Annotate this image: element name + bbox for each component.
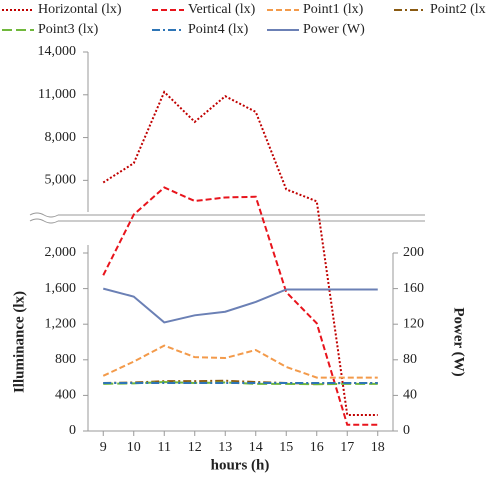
x-tick-label: 11 <box>158 440 171 455</box>
x-tick-label: 14 <box>249 440 263 455</box>
series-line <box>103 381 378 386</box>
y-tick-label: 1,600 <box>45 281 77 296</box>
x-tick-label: 17 <box>340 440 354 455</box>
series-line <box>102 186 378 426</box>
y-tick-label: 2,000 <box>45 245 77 260</box>
legend-label: Point2 (lx <box>430 2 486 17</box>
y-tick-label: 8,000 <box>45 130 77 145</box>
y2-tick-label: 80 <box>403 352 417 367</box>
y2-tick-label: 40 <box>403 388 417 403</box>
y2-axis-label: Power (W) <box>451 307 467 376</box>
y-tick-label: 800 <box>55 352 76 367</box>
y2-tick-label: 160 <box>403 281 424 296</box>
y-tick-label: 5,000 <box>45 173 77 188</box>
y-axis-label: Illuminance (lx) <box>11 291 27 393</box>
y-tick-label: 14,000 <box>38 44 77 59</box>
series-line <box>102 344 378 379</box>
legend-label: Vertical (lx) <box>188 2 256 17</box>
y-tick-label: 400 <box>55 388 76 403</box>
y-tick-label: 0 <box>69 423 76 438</box>
series-line <box>102 287 378 324</box>
x-tick-label: 13 <box>218 440 232 455</box>
x-axis-label: hours (h) <box>211 457 270 473</box>
y2-tick-label: 0 <box>403 423 410 438</box>
x-tick-label: 12 <box>188 440 202 455</box>
series-line <box>102 90 378 416</box>
y2-tick-label: 120 <box>403 316 424 331</box>
legend-label: Point4 (lx) <box>188 22 249 37</box>
legend-label: Horizontal (lx) <box>38 2 122 17</box>
y-tick-label: 11,000 <box>38 87 76 102</box>
legend-label: Point3 (lx) <box>38 22 99 37</box>
y-tick-label: 1,200 <box>45 316 77 331</box>
legend-label: Power (W) <box>303 22 365 37</box>
legend-label: Point1 (lx) <box>303 2 364 17</box>
x-tick-label: 15 <box>279 440 293 455</box>
x-tick-label: 18 <box>371 440 385 455</box>
y2-tick-label: 200 <box>403 245 424 260</box>
axis-break <box>29 212 425 224</box>
x-tick-label: 10 <box>127 440 141 455</box>
x-tick-label: 9 <box>100 440 107 455</box>
x-tick-label: 16 <box>310 440 324 455</box>
